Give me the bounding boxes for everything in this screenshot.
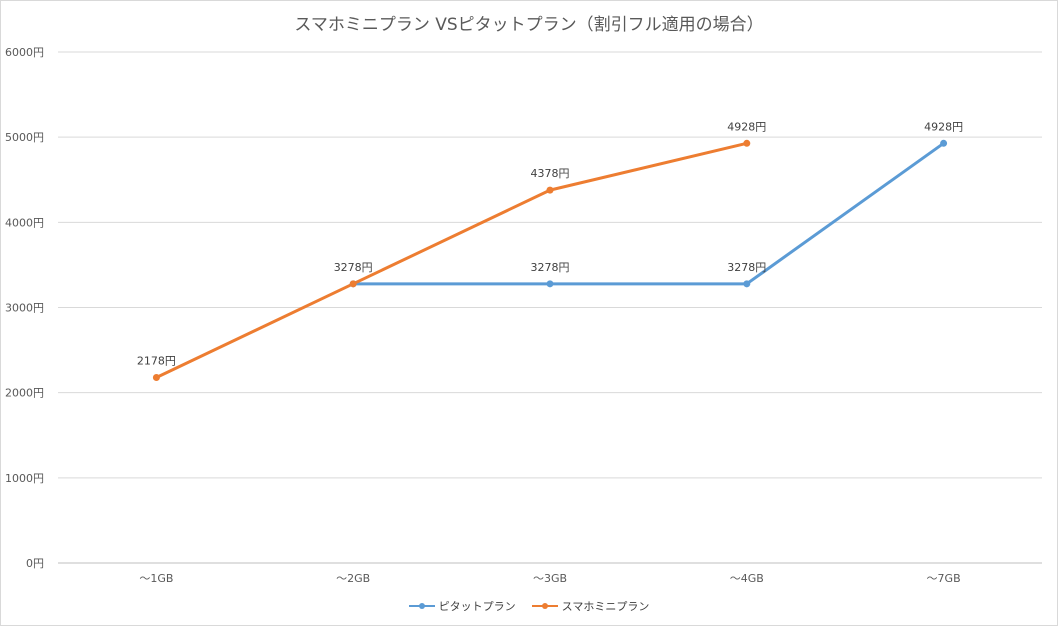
chart-title: スマホミニプラン VSピタットプラン（割引フル適用の場合） bbox=[294, 15, 764, 35]
legend-item-series-0[interactable]: ピタットプラン bbox=[408, 598, 516, 614]
y-tick-label: 1000円 bbox=[5, 472, 44, 485]
data-point bbox=[152, 374, 160, 382]
y-tick-label: 5000円 bbox=[5, 131, 44, 144]
legend-dot-series-1 bbox=[541, 603, 548, 609]
data-point bbox=[940, 139, 948, 147]
data-label: 3278円 bbox=[334, 261, 373, 274]
y-tick-label: 4000円 bbox=[5, 216, 44, 229]
data-label: 4928円 bbox=[727, 120, 766, 133]
data-label: 3278円 bbox=[727, 261, 766, 274]
data-label: 2178円 bbox=[137, 355, 176, 368]
data-label: 4928円 bbox=[924, 120, 963, 133]
data-point bbox=[546, 280, 554, 288]
data-point bbox=[743, 139, 751, 147]
y-tick-label: 3000円 bbox=[5, 302, 44, 315]
x-tick-label: ～7GB bbox=[927, 572, 961, 585]
x-tick-label: ～2GB bbox=[336, 572, 370, 585]
legend-item-series-1[interactable]: スマホミニプラン bbox=[531, 598, 650, 614]
x-tick-label: ～4GB bbox=[730, 572, 764, 585]
y-tick-label: 2000円 bbox=[5, 387, 44, 400]
x-tick-label: ～1GB bbox=[139, 572, 173, 585]
data-point bbox=[546, 186, 554, 194]
x-tick-label: ～3GB bbox=[533, 572, 567, 585]
series-line-0 bbox=[351, 141, 946, 286]
legend-swatch-series-0 bbox=[408, 601, 435, 611]
series-line-1 bbox=[154, 141, 749, 380]
legend: ピタットプラン スマホミニプラン bbox=[0, 598, 1058, 614]
legend-label-series-0: ピタットプラン bbox=[438, 600, 516, 613]
legend-swatch-series-1 bbox=[531, 601, 558, 611]
legend-label-series-1: スマホミニプラン bbox=[561, 600, 650, 613]
data-point bbox=[743, 280, 751, 288]
data-label: 3278円 bbox=[531, 261, 570, 274]
data-point bbox=[349, 280, 357, 288]
legend-dot-series-0 bbox=[418, 603, 425, 609]
data-label: 4378円 bbox=[531, 167, 570, 180]
y-tick-label: 0円 bbox=[26, 557, 44, 570]
y-tick-label: 6000円 bbox=[5, 46, 44, 59]
